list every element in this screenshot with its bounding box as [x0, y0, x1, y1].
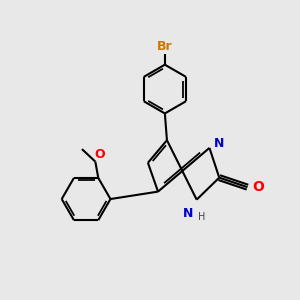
- Text: O: O: [252, 180, 264, 194]
- Text: O: O: [94, 148, 105, 161]
- Text: N: N: [214, 137, 224, 150]
- Text: N: N: [183, 207, 194, 220]
- Text: Br: Br: [157, 40, 173, 53]
- Text: H: H: [198, 212, 206, 222]
